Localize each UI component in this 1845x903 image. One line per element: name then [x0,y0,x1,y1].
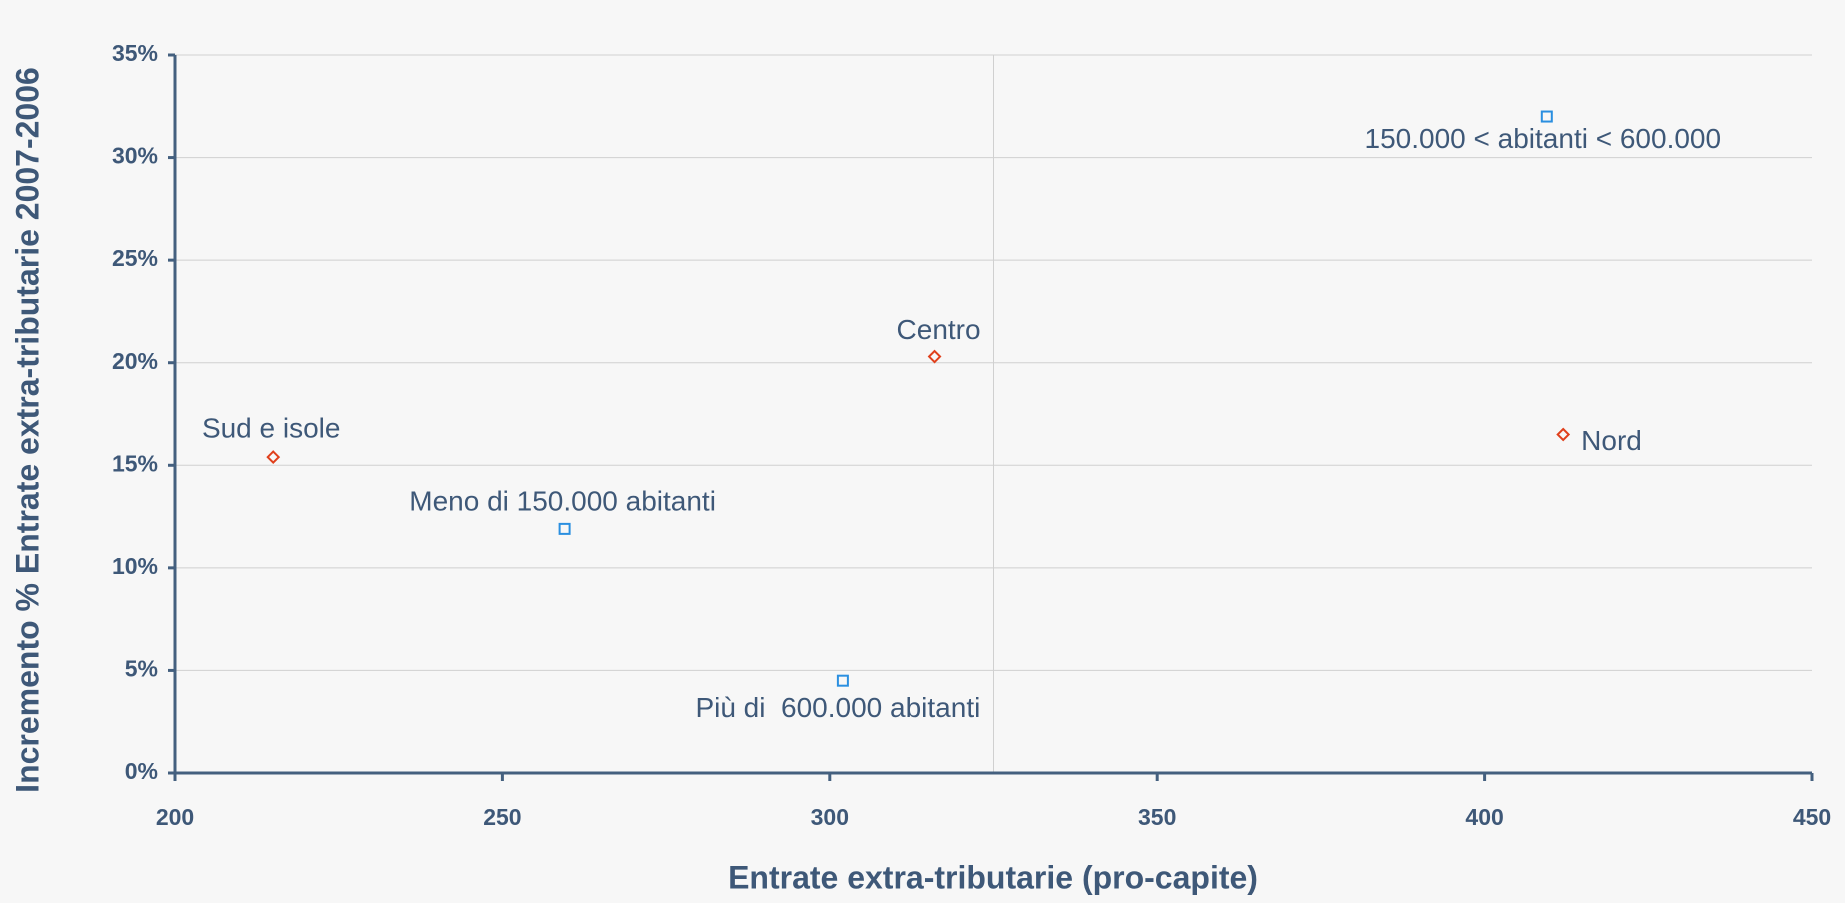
x-tick-label: 350 [1138,804,1176,830]
y-tick-label: 10% [112,553,158,579]
point [1556,427,1571,442]
point [927,349,942,364]
x-tick-label: 250 [483,804,521,830]
x-tick-label: 300 [811,804,849,830]
y-tick-label: 15% [112,450,158,476]
x-tick-label: 200 [156,804,194,830]
x-tick-label: 450 [1793,804,1831,830]
point [266,450,281,464]
point-label: Meno di 150.000 abitanti [409,485,716,516]
point-label: Nord [1581,425,1642,456]
y-tick-label: 25% [112,245,158,271]
y-tick-label: 20% [112,348,158,374]
point [836,674,849,687]
y-tick-label: 30% [112,143,158,169]
point [558,522,571,535]
y-axis-title: Incremento % Entrate extra-tributarie 20… [9,67,45,793]
point [1540,110,1553,123]
point-label: Sud e isole [202,412,341,443]
x-tick-label: 400 [1465,804,1503,830]
point-label: Più di 600.000 abitanti [695,692,980,723]
y-tick-label: 0% [125,758,158,784]
y-tick-label: 35% [112,40,158,66]
x-axis-title: Entrate extra-tributarie (pro-capite) [728,859,1258,895]
point-label: Centro [897,314,981,345]
y-tick-label: 5% [125,656,158,682]
point-label: 150.000 < abitanti < 600.000 [1365,123,1722,154]
